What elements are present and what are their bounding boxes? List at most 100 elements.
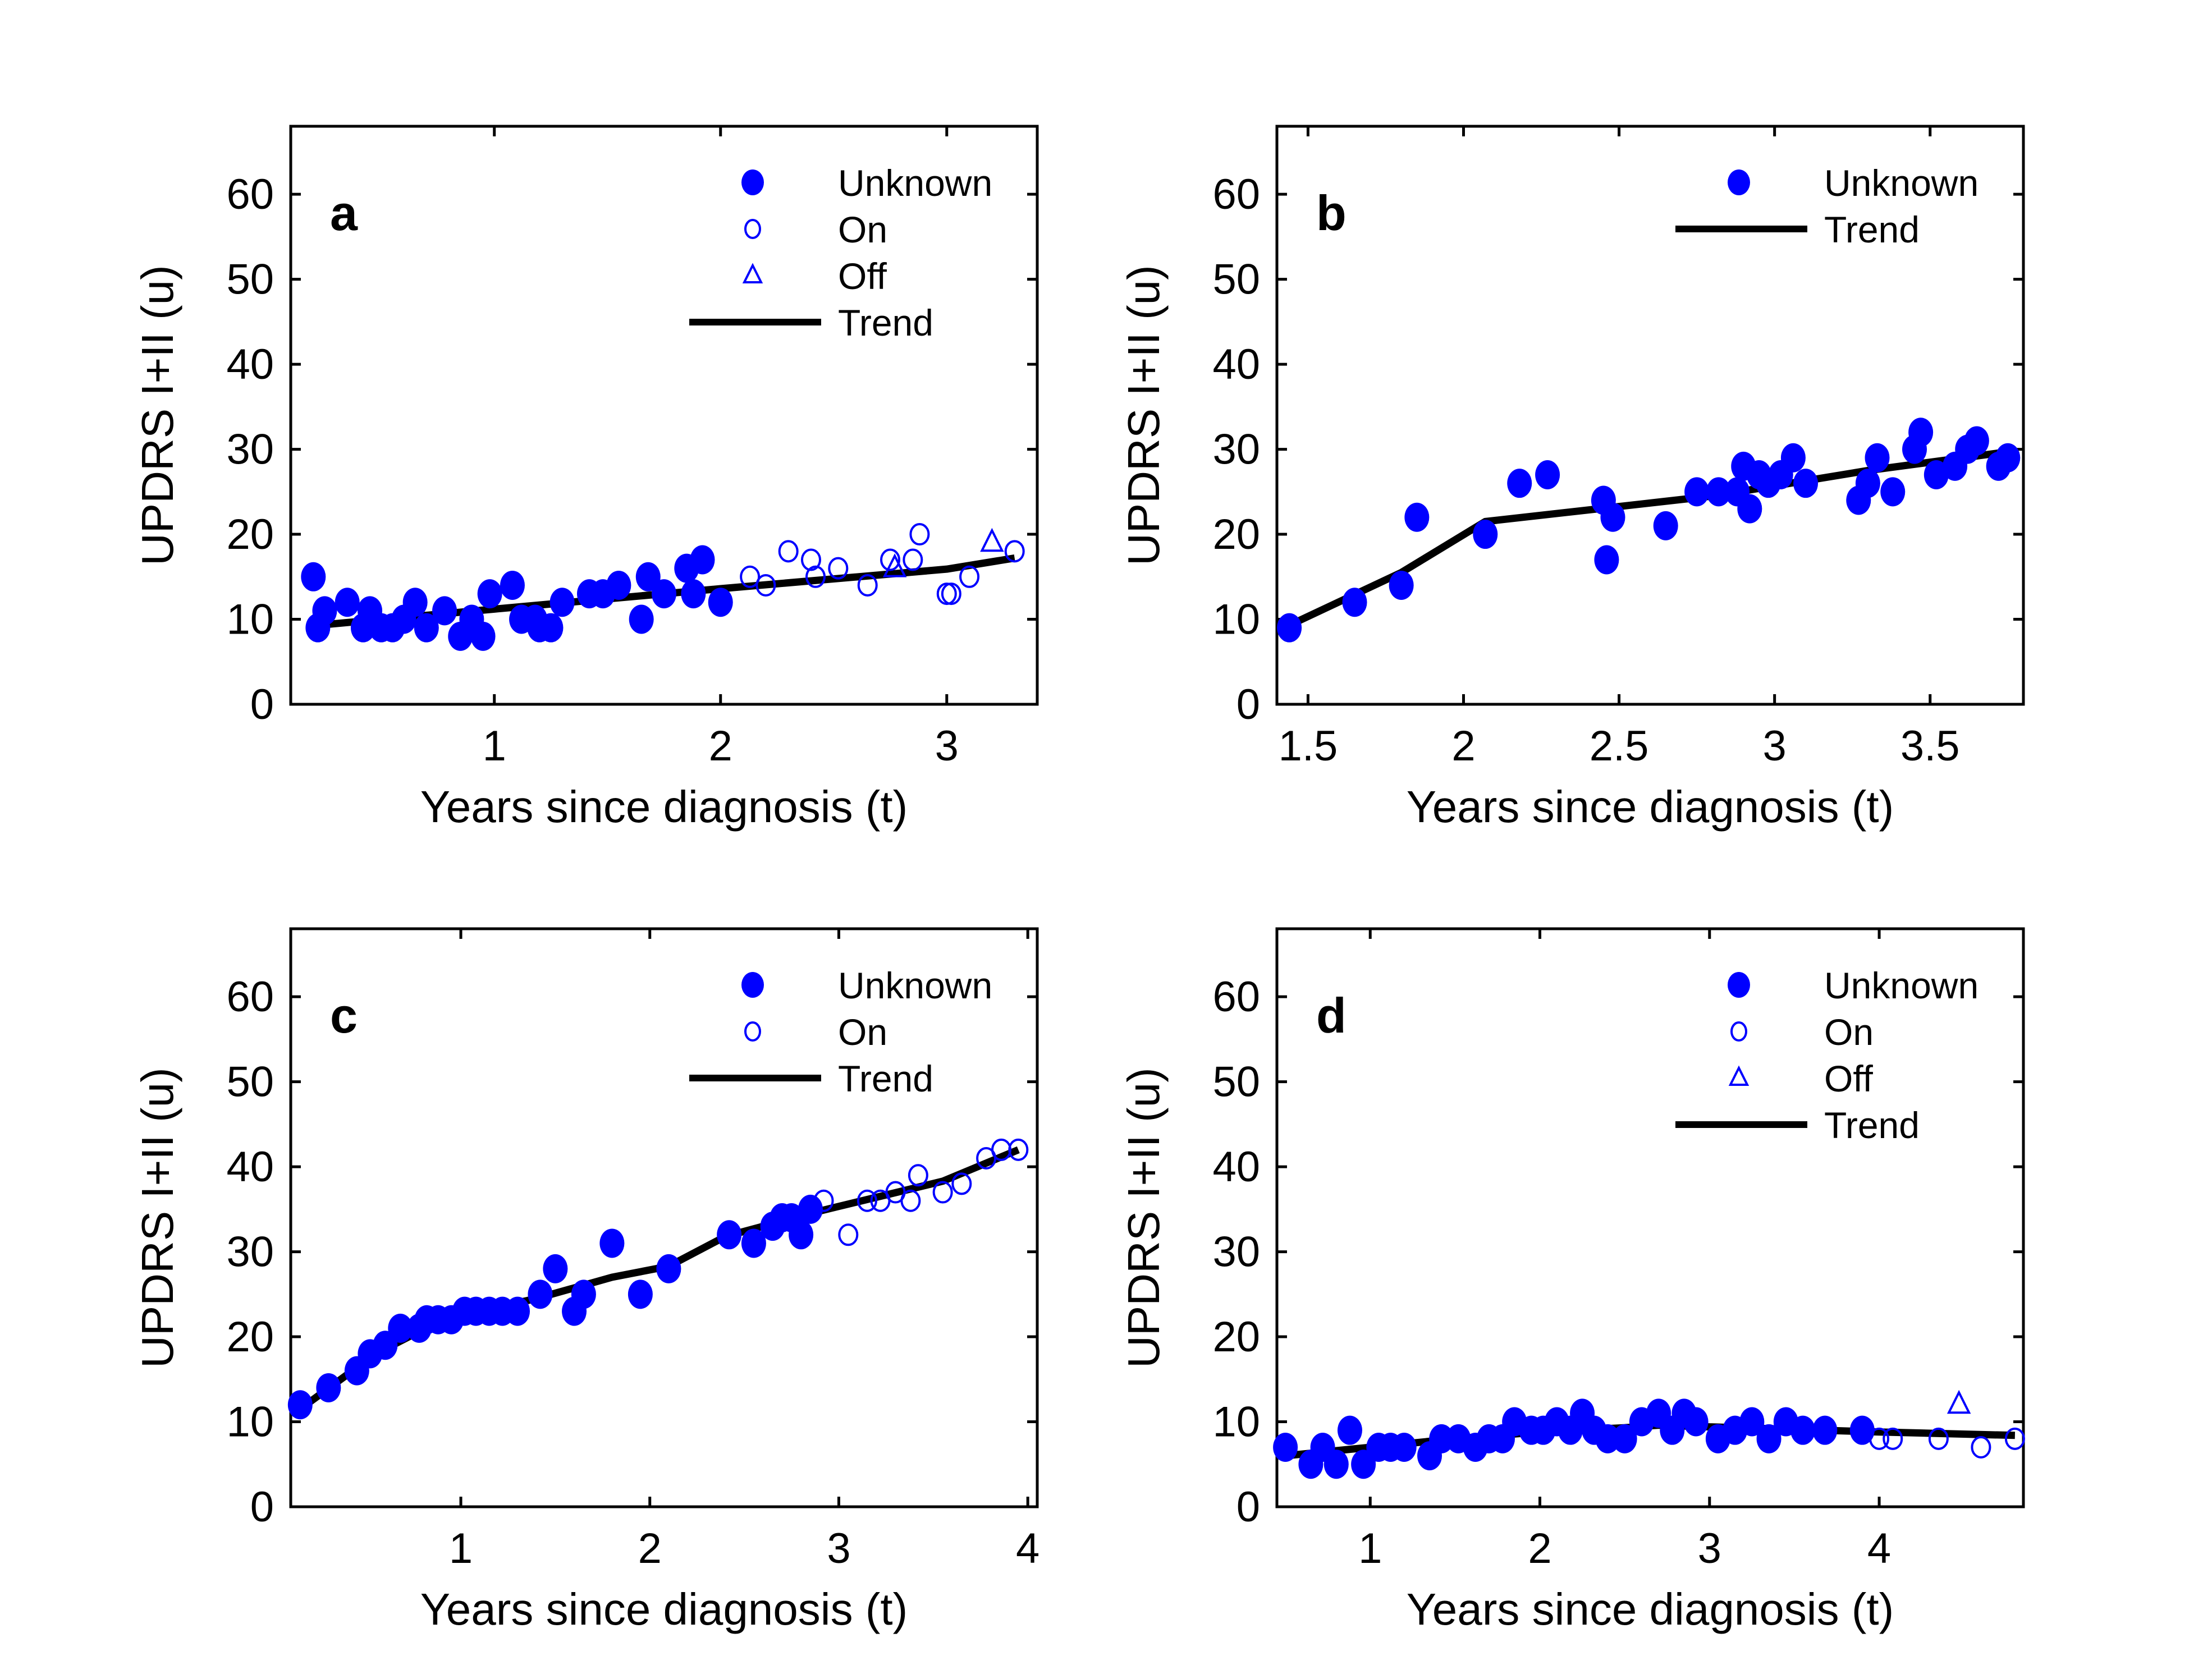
y-tick-label: 0: [1236, 681, 1260, 728]
legend-on-icon: [744, 1021, 761, 1042]
point-on: [1869, 1427, 1890, 1450]
panel-letter: c: [330, 988, 358, 1043]
legend-label: Trend: [838, 302, 933, 343]
point-unknown: [1964, 426, 1989, 456]
y-tick-label: 20: [226, 1313, 274, 1361]
axes-box: [289, 927, 1039, 1508]
panel-letter: d: [1316, 988, 1347, 1043]
point-unknown: [1793, 469, 1819, 498]
legend-unknown-icon: [741, 972, 764, 998]
point-on: [778, 540, 799, 563]
point-unknown: [287, 1390, 313, 1420]
point-unknown: [1756, 1424, 1781, 1453]
point-unknown: [717, 1220, 742, 1250]
y-tick-label: 30: [1212, 1228, 1260, 1276]
point-unknown: [402, 588, 428, 617]
x-tick-label: 2: [1528, 1525, 1551, 1572]
x-axis-label: Years since diagnosis (t): [1407, 1584, 1894, 1634]
point-unknown: [1342, 588, 1367, 617]
point-unknown: [571, 1279, 596, 1309]
point-unknown: [599, 1228, 625, 1258]
x-tick-label: 3: [1763, 722, 1787, 770]
point-unknown: [470, 621, 496, 651]
point-unknown: [1995, 443, 2021, 473]
point-unknown: [432, 596, 457, 626]
x-tick-label: 2: [709, 722, 732, 770]
point-on: [800, 548, 821, 571]
point-unknown: [681, 579, 706, 609]
y-axis-label: UPDRS I+II (u): [132, 265, 182, 566]
y-tick-label: 10: [1212, 1398, 1260, 1446]
legend: Unknown Trend: [1675, 162, 1979, 250]
point-unknown: [1780, 443, 1806, 473]
point-on: [1008, 1138, 1029, 1161]
legend-label: On: [838, 1011, 887, 1053]
point-unknown: [1507, 469, 1532, 498]
x-tick-label: 2: [1451, 722, 1475, 770]
point-unknown: [1389, 570, 1414, 600]
point-unknown: [477, 579, 502, 609]
panel-a: 0 10 20 30 40 50 60 1 2 3 Years since diagnosis (t…: [132, 125, 1039, 832]
x-tick-label: 2.5: [1590, 722, 1649, 770]
point-unknown: [708, 588, 733, 617]
point-unknown: [538, 613, 564, 643]
y-tick-label: 50: [226, 256, 274, 304]
y-tick-label: 40: [1212, 1143, 1260, 1191]
legend-label: Off: [1824, 1058, 1873, 1099]
point-on: [755, 574, 776, 597]
point-unknown: [628, 1279, 653, 1309]
point-on: [932, 1181, 953, 1204]
point-unknown: [1473, 520, 1498, 549]
y-tick-label: 30: [1212, 426, 1260, 474]
panel-letter: b: [1316, 185, 1347, 241]
y-axis-label: UPDRS I+II (u): [132, 1067, 182, 1368]
point-unknown: [1812, 1415, 1838, 1445]
point-on: [813, 1189, 834, 1212]
x-tick-label: 1: [1358, 1525, 1382, 1572]
x-axis-label: Years since diagnosis (t): [1407, 782, 1894, 832]
point-unknown: [316, 1373, 341, 1402]
panel-d: 0 10 20 30 40 50 60 1 2 3 4 Years since diagnosis (…: [1119, 927, 2025, 1634]
point-on: [908, 1164, 928, 1187]
y-tick-label: 40: [226, 341, 274, 388]
y-tick-label: 10: [226, 596, 274, 644]
legend-off-icon: [742, 263, 763, 283]
point-off: [882, 553, 907, 577]
point-unknown: [1880, 477, 1906, 507]
point-on: [2004, 1427, 2025, 1450]
y-tick-label: 10: [1212, 596, 1260, 644]
y-tick-label: 10: [226, 1398, 274, 1446]
point-on: [951, 1172, 972, 1195]
point-unknown: [652, 579, 676, 609]
trend-line: [297, 1146, 1020, 1412]
point-unknown: [549, 588, 575, 617]
point-unknown: [789, 1220, 814, 1250]
y-tick-label: 50: [1212, 256, 1260, 304]
legend-label: Unknown: [838, 162, 992, 204]
x-tick-label: 3: [1698, 1525, 1721, 1572]
point-unknown: [629, 604, 654, 634]
point-off: [980, 528, 1004, 552]
legend-label: Unknown: [1824, 965, 1979, 1006]
legend: Unknown On Off Trend: [1675, 965, 1979, 1146]
legend-unknown-icon: [1728, 972, 1750, 998]
x-tick-label: 3: [935, 722, 959, 770]
panel-c: 0 10 20 30 40 50 60 1 2 3 4 Years since diagnosis (…: [132, 927, 1039, 1634]
legend: Unknown On Off Trend: [689, 162, 992, 343]
x-tick-label: 4: [1016, 1525, 1039, 1572]
point-unknown: [1337, 1415, 1362, 1445]
panel-letter: a: [330, 185, 358, 241]
y-axis-label: UPDRS I+II (u): [1119, 265, 1169, 566]
point-unknown: [1653, 511, 1678, 540]
x-tick-label: 1.5: [1279, 722, 1338, 770]
y-tick-label: 30: [226, 1228, 274, 1276]
point-unknown: [1273, 1432, 1298, 1462]
x-tick-label: 2: [638, 1525, 662, 1572]
point-unknown: [505, 1296, 530, 1326]
point-on: [805, 565, 826, 588]
point-unknown: [798, 1194, 823, 1224]
y-tick-label: 40: [226, 1143, 274, 1191]
legend-on-icon: [1730, 1021, 1747, 1042]
y-tick-label: 60: [226, 171, 274, 218]
point-on: [909, 523, 930, 546]
